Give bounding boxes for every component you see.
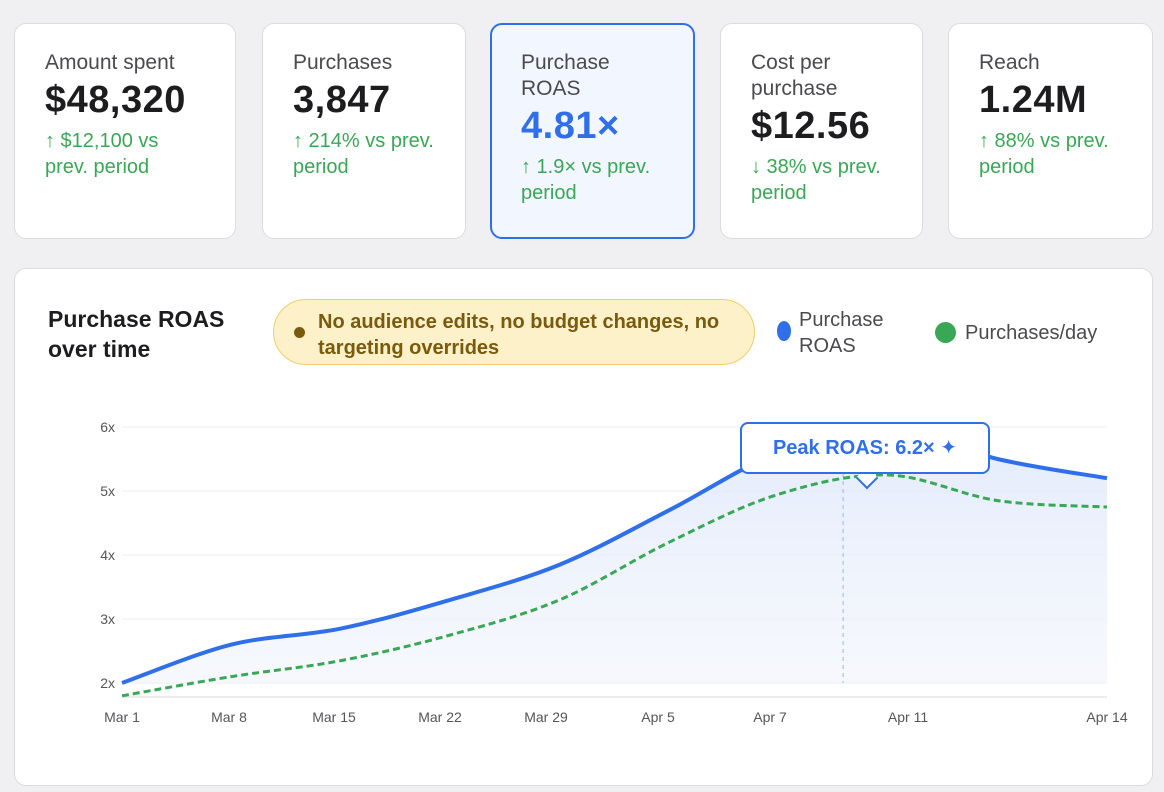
x-tick-label: Mar 8 (211, 709, 247, 725)
info-icon (294, 327, 305, 338)
x-tick-label: Apr 5 (641, 709, 675, 725)
y-tick-label: 2x (100, 675, 115, 691)
x-tick-label: Mar 22 (418, 709, 462, 725)
y-tick-label: 6x (100, 419, 115, 435)
kpi-cost-per-purchase[interactable]: Cost per purchase $12.56 ↓ 38% vs prev. … (720, 23, 923, 239)
info-note-text: No audience edits, no budget changes, no… (318, 311, 720, 359)
chart-panel: Purchase ROAS over time No audience edit… (14, 268, 1153, 786)
y-tick-label: 5x (100, 483, 115, 499)
kpi-value: $12.56 (751, 105, 871, 147)
roas-area (122, 426, 1107, 683)
kpi-value: 3,847 (293, 79, 391, 121)
kpi-label: Purchases (293, 51, 393, 74)
peak-tooltip: Peak ROAS: 6.2× ✦ (740, 422, 990, 474)
kpi-value: 1.24M (979, 79, 1088, 121)
legend-dot-purchases (935, 322, 956, 343)
legend-purchases-day[interactable]: Purchases/day (965, 322, 1098, 344)
kpi-label: Reach (979, 51, 1040, 74)
kpi-value: 4.81× (521, 105, 620, 147)
y-tick-label: 3x (100, 611, 115, 627)
kpi-label: Cost per purchase (751, 51, 838, 100)
x-tick-label: Apr 11 (888, 709, 928, 725)
x-tick-label: Apr 14 (1086, 709, 1127, 725)
x-tick-label: Mar 1 (104, 709, 140, 725)
kpi-delta: ↑ 88% vs prev. period (979, 130, 1109, 178)
kpi-delta: ↑ 214% vs prev. period (293, 130, 434, 178)
kpi-value: $48,320 (45, 79, 186, 121)
roas-line-chart[interactable]: 2x 3x 4x 5x 6x Mar 1 Mar 8 Mar 15 Mar 22 Mar 29 A… (15, 269, 1152, 785)
kpi-label: Purchase ROAS (521, 51, 610, 100)
x-tick-label: Mar 15 (312, 709, 356, 725)
kpi-purchases[interactable]: Purchases 3,847 ↑ 214% vs prev. period (262, 23, 466, 239)
kpi-delta: ↑ $12,100 vs prev. period (45, 130, 159, 178)
kpi-delta: ↑ 1.9× vs prev. period (521, 156, 651, 204)
kpi-label: Amount spent (45, 51, 175, 74)
kpi-purchase-roas[interactable]: Purchase ROAS 4.81× ↑ 1.9× vs prev. peri… (490, 23, 695, 239)
kpi-amount-spent[interactable]: Amount spent $48,320 ↑ $12,100 vs prev. … (14, 23, 236, 239)
kpi-reach[interactable]: Reach 1.24M ↑ 88% vs prev. period (948, 23, 1153, 239)
info-note: No audience edits, no budget changes, no… (273, 299, 755, 365)
kpi-delta: ↓ 38% vs prev. period (751, 156, 881, 204)
x-tick-label: Mar 29 (524, 709, 568, 725)
y-tick-label: 4x (100, 547, 115, 563)
legend-purchase-roas[interactable]: Purchase ROAS (799, 309, 884, 357)
legend-dot-roas (777, 321, 791, 341)
x-tick-label: Apr 7 (753, 709, 787, 725)
purchases-day-line[interactable] (121, 473, 1108, 698)
chart-title: Purchase ROAS over time (48, 306, 225, 362)
